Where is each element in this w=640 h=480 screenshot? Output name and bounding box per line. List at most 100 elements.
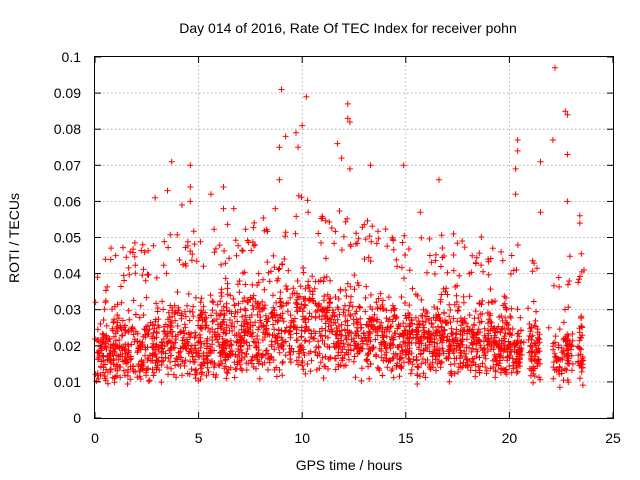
data-point bbox=[529, 332, 536, 339]
data-point bbox=[153, 354, 160, 361]
data-point bbox=[241, 295, 248, 301]
data-point bbox=[471, 355, 477, 362]
data-point bbox=[180, 334, 187, 341]
data-point bbox=[365, 322, 371, 329]
y-tick-label: 0 bbox=[73, 410, 81, 426]
data-point bbox=[513, 369, 520, 376]
data-point bbox=[403, 335, 410, 341]
data-point bbox=[315, 343, 322, 350]
data-point bbox=[220, 184, 227, 190]
data-point bbox=[232, 366, 239, 373]
data-point bbox=[270, 357, 277, 363]
data-point bbox=[431, 346, 438, 353]
data-point bbox=[502, 330, 509, 337]
data-point bbox=[182, 313, 189, 320]
data-point bbox=[235, 300, 242, 307]
data-point bbox=[324, 291, 331, 298]
data-point bbox=[331, 240, 338, 247]
data-point bbox=[326, 304, 333, 311]
data-point bbox=[234, 359, 241, 366]
data-point bbox=[401, 232, 408, 239]
data-point bbox=[520, 339, 527, 346]
data-point bbox=[556, 326, 563, 333]
data-point bbox=[417, 351, 424, 358]
data-point bbox=[576, 345, 583, 352]
data-point bbox=[149, 350, 156, 357]
data-point bbox=[314, 307, 321, 314]
data-point bbox=[336, 311, 343, 318]
x-tick-label: 25 bbox=[605, 430, 621, 446]
data-point bbox=[155, 316, 162, 323]
data-point bbox=[577, 351, 584, 358]
data-point bbox=[165, 309, 172, 316]
data-point bbox=[412, 314, 419, 321]
data-point bbox=[344, 317, 351, 324]
data-point bbox=[152, 194, 159, 201]
data-point bbox=[394, 263, 401, 270]
data-point bbox=[182, 357, 189, 364]
data-point bbox=[345, 341, 351, 348]
data-point bbox=[418, 234, 425, 241]
data-point bbox=[94, 274, 101, 281]
data-point bbox=[550, 359, 557, 366]
data-point bbox=[256, 375, 263, 382]
data-point bbox=[192, 371, 199, 378]
data-point bbox=[378, 354, 385, 361]
data-point bbox=[232, 308, 239, 315]
data-point bbox=[270, 292, 276, 299]
data-point bbox=[243, 339, 250, 346]
data-point bbox=[270, 321, 276, 328]
data-point bbox=[187, 358, 194, 365]
data-point bbox=[373, 299, 380, 306]
data-point bbox=[415, 344, 422, 351]
data-point bbox=[211, 329, 218, 336]
data-point bbox=[489, 245, 496, 252]
data-point bbox=[282, 133, 289, 140]
data-point bbox=[111, 333, 117, 340]
data-point bbox=[499, 325, 506, 332]
data-point bbox=[290, 285, 297, 292]
data-point bbox=[568, 346, 574, 353]
data-point bbox=[303, 93, 310, 100]
data-point bbox=[187, 334, 194, 341]
data-point bbox=[455, 369, 461, 375]
data-point bbox=[113, 361, 120, 368]
data-point bbox=[559, 356, 566, 363]
data-point bbox=[439, 331, 446, 338]
data-point bbox=[120, 272, 127, 279]
data-point bbox=[221, 247, 228, 254]
data-point bbox=[241, 305, 248, 312]
data-point bbox=[452, 334, 459, 341]
data-point bbox=[383, 357, 390, 364]
data-point bbox=[104, 356, 111, 363]
data-point bbox=[126, 316, 133, 323]
data-point bbox=[260, 276, 266, 283]
data-point bbox=[353, 230, 360, 237]
data-point bbox=[310, 335, 317, 342]
data-point bbox=[498, 337, 505, 344]
data-point bbox=[341, 326, 348, 333]
data-point bbox=[212, 374, 219, 381]
data-point bbox=[145, 378, 152, 384]
data-point bbox=[186, 317, 193, 324]
data-point bbox=[192, 294, 199, 301]
data-point bbox=[577, 334, 584, 341]
data-point bbox=[153, 300, 160, 307]
data-point bbox=[485, 258, 492, 265]
data-point bbox=[100, 317, 107, 323]
data-point bbox=[141, 249, 148, 256]
data-point bbox=[462, 362, 469, 369]
data-point bbox=[366, 329, 373, 336]
data-point bbox=[315, 230, 322, 237]
data-point bbox=[480, 268, 486, 275]
data-point bbox=[581, 267, 587, 273]
data-point bbox=[336, 328, 343, 335]
data-point bbox=[379, 334, 386, 341]
data-point bbox=[178, 310, 185, 317]
data-point bbox=[182, 308, 188, 315]
data-point bbox=[438, 324, 445, 331]
data-point bbox=[494, 326, 501, 333]
data-point bbox=[219, 335, 226, 342]
data-point bbox=[203, 315, 210, 321]
data-point bbox=[315, 278, 322, 285]
